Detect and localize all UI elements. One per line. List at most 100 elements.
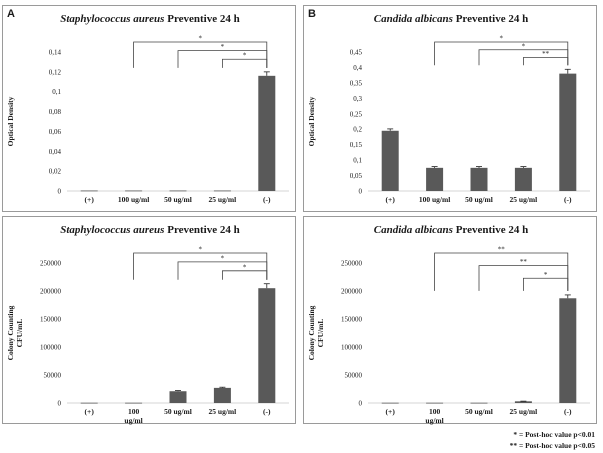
y-axis-label: Colony Counting (6, 305, 15, 360)
x-tick-label: ug/ml (124, 416, 142, 425)
bar (426, 167, 444, 191)
y-tick-label: 0,05 (350, 172, 363, 180)
y-tick-label: 0,14 (49, 49, 62, 57)
y-tick-label: 0,15 (350, 141, 363, 149)
significance-bracket (434, 252, 569, 291)
significance-label: * (198, 35, 202, 43)
significance-bracket (133, 252, 268, 280)
significance-label: ** (498, 246, 506, 254)
y-axis-label: CFU/mL (316, 319, 325, 348)
x-tick-label: 100 ug/ml (419, 195, 450, 204)
significance-label: ** (542, 50, 550, 58)
y-axis-label: Colony Counting (307, 305, 316, 360)
y-tick-label: 0,1 (52, 88, 61, 96)
x-tick-label: (+) (386, 195, 396, 204)
panel-letter-b: B (308, 8, 316, 20)
y-axis-label: Optical Density (6, 96, 15, 146)
chart-title: Candida albicans Preventive 24 h (374, 13, 528, 25)
y-tick-label: 150000 (341, 316, 363, 324)
chart-title: Staphylococcus aureus Preventive 24 h (60, 224, 239, 236)
significance-bracket (522, 277, 569, 291)
x-tick-label: 25 ug/ml (209, 195, 237, 204)
chart-panel-bottom-right: Candida albicans Preventive 24 h Colony C… (303, 216, 597, 425)
x-tick-label: (+) (85, 407, 95, 416)
bar (381, 402, 399, 404)
y-tick-label: 250000 (341, 260, 363, 268)
chart-candida-od: Candida albicans Preventive 24 h Optical … (307, 13, 590, 204)
significance-label: * (221, 43, 225, 51)
y-tick-label: 150000 (40, 316, 62, 324)
bar (258, 288, 276, 403)
y-tick-label: 50000 (345, 372, 363, 380)
chart-panel-bottom-left: Staphylococcus aureus Preventive 24 h Col… (2, 216, 296, 425)
y-tick-label: 0,12 (49, 68, 62, 76)
y-tick-label: 0,1 (353, 157, 362, 165)
y-tick-label: 0,08 (49, 108, 62, 116)
bar (258, 75, 276, 191)
y-tick-label: 250000 (40, 260, 62, 268)
significance-label: * (243, 52, 247, 60)
x-tick-label: 25 ug/ml (209, 407, 237, 416)
bar (169, 391, 187, 403)
y-tick-label: 0,06 (49, 128, 62, 136)
chart-staph-cfu: Staphylococcus aureus Preventive 24 h Col… (6, 224, 289, 425)
y-tick-label: 0,25 (350, 110, 363, 118)
chart-staph-od: Staphylococcus aureus Preventive 24 h Opt… (6, 13, 289, 204)
y-tick-label: 100000 (341, 344, 363, 352)
x-tick-label: (-) (564, 407, 572, 416)
significance-bracket (221, 58, 268, 68)
x-tick-label: ug/ml (425, 416, 443, 425)
bar (125, 190, 143, 192)
y-axis-label: CFU/mL (15, 319, 24, 348)
significance-label: * (522, 42, 526, 50)
bar (470, 167, 488, 191)
bar (559, 298, 577, 403)
bar (169, 190, 187, 192)
bar (125, 402, 143, 404)
x-tick-label: 50 ug/ml (164, 195, 192, 204)
y-tick-label: 0,04 (49, 148, 62, 156)
chart-panel-top-right: B Candida albicans Preventive 24 h Optica… (303, 5, 597, 212)
y-tick-label: 0 (58, 400, 62, 408)
bar (213, 190, 231, 192)
y-tick-label: 50000 (44, 372, 62, 380)
chart-title: Candida albicans Preventive 24 h (374, 224, 528, 236)
x-tick-label: 100 (429, 407, 441, 416)
significance-label: * (243, 263, 247, 271)
y-tick-label: 200000 (341, 288, 363, 296)
bar (426, 402, 444, 404)
bar (213, 387, 231, 403)
footnote-p001: * = Post-hoc value p<0.01 (513, 430, 595, 439)
x-tick-label: 100 ug/ml (118, 195, 149, 204)
y-tick-label: 0,35 (350, 79, 363, 87)
bar (80, 190, 98, 192)
significance-label: * (198, 246, 202, 254)
chart-candida-cfu: Candida albicans Preventive 24 h Colony C… (307, 224, 590, 425)
y-tick-label: 0 (359, 400, 363, 408)
x-tick-label: 100 (128, 407, 140, 416)
x-tick-label: (-) (564, 195, 572, 204)
footnote-p005: ** = Post-hoc value p<0.05 (509, 441, 595, 450)
x-tick-label: (+) (386, 407, 396, 416)
x-tick-label: 25 ug/ml (510, 195, 538, 204)
y-tick-label: 0,3 (353, 95, 362, 103)
bar (559, 73, 577, 191)
bar (514, 167, 532, 191)
bar (381, 130, 399, 191)
y-axis-label: Optical Density (307, 96, 316, 146)
y-tick-label: 0,4 (353, 64, 362, 72)
significance-bracket (522, 57, 569, 66)
x-tick-label: (-) (263, 407, 271, 416)
x-tick-label: 50 ug/ml (164, 407, 192, 416)
significance-label: ** (520, 258, 528, 266)
y-tick-label: 200000 (40, 288, 62, 296)
chart-title: Staphylococcus aureus Preventive 24 h (60, 13, 239, 25)
bar (470, 402, 488, 404)
y-tick-label: 0 (359, 188, 363, 196)
y-tick-label: 0,45 (350, 49, 363, 57)
bar (514, 401, 532, 403)
x-tick-label: 50 ug/ml (465, 195, 493, 204)
significance-bracket (221, 270, 268, 280)
chart-panel-top-left: A Staphylococcus aureus Preventive 24 h O… (2, 5, 296, 212)
significance-label: * (499, 35, 503, 43)
